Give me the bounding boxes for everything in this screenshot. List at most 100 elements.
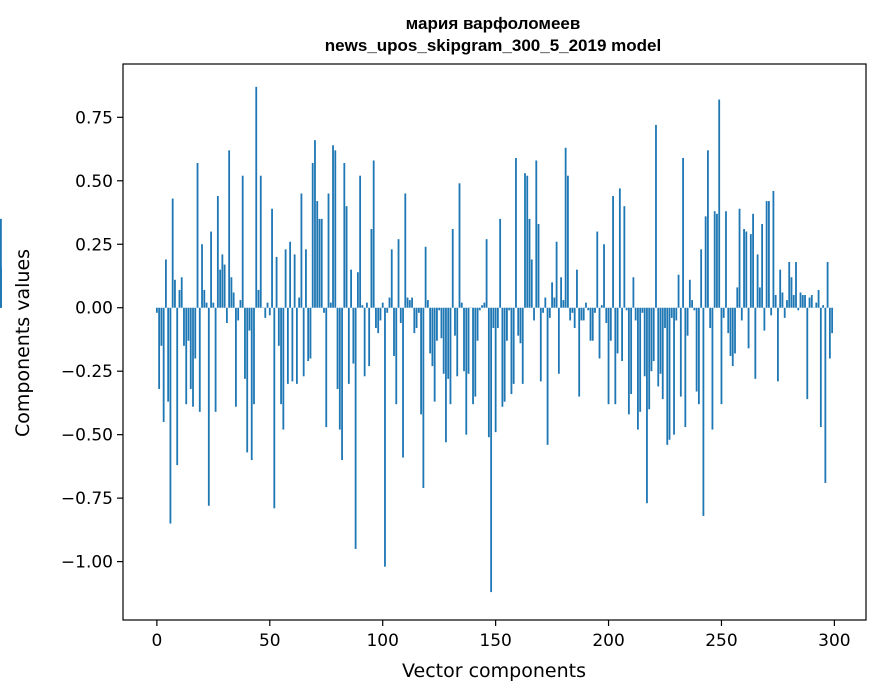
bar xyxy=(320,218,323,308)
y-tick-label: 0.75 xyxy=(75,108,113,128)
bar xyxy=(587,307,590,311)
x-tick-label: 50 xyxy=(259,631,281,651)
x-axis-ticks: 0 50 100 150 200 250 300 xyxy=(151,620,851,651)
bar xyxy=(566,175,569,308)
bar xyxy=(551,282,553,308)
bar xyxy=(621,307,623,362)
bar xyxy=(404,193,407,308)
bar xyxy=(537,223,540,308)
bar xyxy=(709,307,712,329)
bar xyxy=(494,307,497,433)
bar xyxy=(460,302,463,308)
bar xyxy=(697,307,700,405)
bar xyxy=(589,307,592,341)
bar xyxy=(731,307,734,367)
bar xyxy=(341,307,343,461)
bar xyxy=(763,307,766,331)
bar xyxy=(544,297,547,308)
bar xyxy=(783,307,786,318)
bar xyxy=(682,157,684,308)
bar xyxy=(564,147,567,308)
bar xyxy=(379,307,382,321)
bar xyxy=(347,307,350,384)
y-axis-ticks: 0.75 0.50 0.25 0.00 −0.25 −0.50 −0.75 −1.00 xyxy=(61,108,123,573)
bar xyxy=(765,201,768,308)
bar xyxy=(779,269,782,308)
bar xyxy=(289,241,292,308)
bar xyxy=(652,307,655,362)
bar xyxy=(679,307,682,397)
bar xyxy=(232,292,235,308)
bar xyxy=(688,279,691,308)
bar xyxy=(456,307,459,377)
bar xyxy=(352,307,355,364)
bar xyxy=(758,287,761,308)
bar xyxy=(183,307,185,346)
bar xyxy=(381,302,384,308)
bar xyxy=(311,163,314,308)
bar xyxy=(356,272,359,308)
bar xyxy=(716,213,718,308)
bar xyxy=(417,307,420,313)
bar xyxy=(363,307,366,377)
bar xyxy=(406,297,409,308)
bar xyxy=(415,307,418,329)
y-tick-label: −0.75 xyxy=(61,489,113,509)
bar xyxy=(239,300,242,308)
bar xyxy=(250,307,253,461)
bar xyxy=(314,140,316,308)
bar xyxy=(334,150,337,308)
bar xyxy=(408,300,411,308)
bar xyxy=(594,307,596,313)
bar xyxy=(704,216,707,308)
bar xyxy=(474,307,477,397)
bar xyxy=(526,175,529,308)
bar xyxy=(332,145,334,308)
bar xyxy=(630,307,633,395)
bar xyxy=(325,307,328,428)
bar xyxy=(454,307,456,336)
bar xyxy=(487,307,490,438)
y-tick-label: −0.50 xyxy=(61,426,113,446)
bar xyxy=(316,201,319,308)
bar xyxy=(648,307,651,410)
bar xyxy=(822,305,824,308)
bar xyxy=(295,307,298,384)
bar xyxy=(275,256,278,308)
x-tick-label: 0 xyxy=(151,631,162,651)
bar xyxy=(259,175,262,308)
bar xyxy=(309,307,312,359)
bar xyxy=(228,150,231,308)
bar xyxy=(786,300,788,308)
bar xyxy=(397,239,400,308)
bar xyxy=(666,307,669,445)
bar xyxy=(433,307,436,402)
bar xyxy=(370,229,373,308)
chart-subtitle: news_upos_skipgram_300_5_2019 model xyxy=(325,36,661,55)
bar xyxy=(248,307,251,331)
bar xyxy=(438,307,441,311)
bar xyxy=(361,305,364,308)
bar xyxy=(424,246,427,308)
bar xyxy=(632,277,635,308)
bar xyxy=(571,307,574,313)
bar xyxy=(207,307,210,506)
bar xyxy=(291,307,294,382)
bar xyxy=(605,307,608,323)
bar xyxy=(0,269,2,308)
bar xyxy=(530,259,533,308)
bar xyxy=(187,307,190,341)
bar xyxy=(806,307,809,400)
bar xyxy=(273,307,276,509)
bar xyxy=(318,218,321,308)
bar xyxy=(298,297,301,308)
bar xyxy=(521,307,524,384)
plot-frame xyxy=(122,63,867,621)
bar xyxy=(661,307,664,400)
bar xyxy=(824,307,827,483)
bar xyxy=(745,231,748,308)
bar xyxy=(528,218,531,308)
bar xyxy=(546,307,549,445)
bar xyxy=(720,307,723,405)
bar xyxy=(399,307,402,323)
